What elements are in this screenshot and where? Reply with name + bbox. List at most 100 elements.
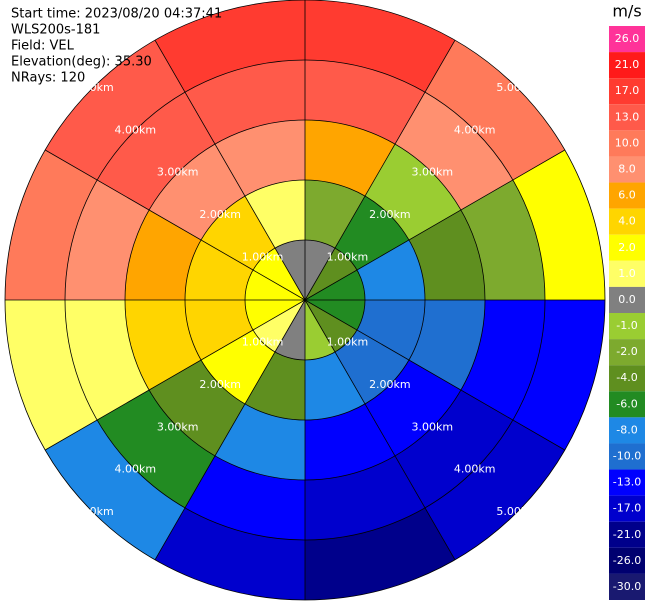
colorbar-label: 26.0: [615, 32, 640, 45]
gate: [305, 455, 425, 540]
gate: [97, 92, 215, 210]
colorbar-label: -10.0: [613, 450, 641, 463]
spoke: [304, 149, 566, 301]
gate: [305, 240, 335, 300]
gate: [5, 150, 98, 300]
colorbar-label: -13.0: [613, 476, 641, 489]
colorbar-swatch: [609, 234, 645, 261]
colorbar-swatch: [609, 208, 645, 235]
header-line: Elevation(deg): 35.30: [11, 55, 152, 70]
colorbar-label: 2.0: [618, 241, 636, 254]
gate: [425, 40, 565, 180]
gate: [305, 248, 357, 300]
spoke: [304, 299, 566, 451]
range-ring: [244, 239, 366, 361]
colorbar-swatch: [609, 573, 645, 600]
range-ring-label: 5.00km: [496, 81, 538, 94]
range-ring-label: 2.00km: [199, 208, 241, 221]
colorbar-swatch: [609, 52, 645, 79]
range-ring-label: 4.00km: [454, 123, 496, 136]
range-ring: [184, 179, 426, 421]
colorbar-label: -6.0: [616, 397, 637, 410]
gate: [408, 300, 485, 390]
gate: [305, 0, 455, 93]
range-ring-label: 1.00km: [242, 251, 284, 264]
spoke: [44, 149, 306, 301]
spoke: [154, 299, 306, 561]
colorbar-label: 21.0: [615, 58, 640, 71]
range-ring: [124, 119, 486, 481]
range-ring-label: 2.00km: [369, 378, 411, 391]
colorbar-swatch: [609, 286, 645, 313]
gate: [395, 92, 513, 210]
gate: [185, 455, 305, 540]
colorbar-label: 6.0: [618, 189, 636, 202]
colorbar-label: 13.0: [615, 110, 640, 123]
velocity-field: [5, 0, 605, 600]
colorbar-label: -8.0: [616, 423, 637, 436]
colorbar-label: 8.0: [618, 163, 636, 176]
range-ring-label: 3.00km: [411, 420, 453, 433]
gate: [245, 270, 305, 300]
gate: [215, 403, 305, 480]
spoke: [304, 39, 456, 301]
gate: [185, 300, 254, 360]
range-ring-label: 3.00km: [411, 166, 453, 179]
range-ring-label: 5.00km: [496, 505, 538, 518]
gate: [5, 300, 98, 450]
gate: [125, 300, 202, 390]
colorbar-swatch: [609, 260, 645, 287]
gate: [97, 390, 215, 508]
gate: [460, 300, 545, 420]
colorbar-swatch: [609, 443, 645, 470]
colorbar-swatch: [609, 130, 645, 157]
header-line: Start time: 2023/08/20 04:37:41: [11, 7, 222, 22]
range-ring: [4, 0, 606, 601]
range-ring-label: 1.00km: [327, 335, 369, 348]
gate: [305, 120, 395, 197]
colorbar-swatch: [609, 521, 645, 548]
gate: [201, 330, 275, 404]
colorbar-swatch: [609, 182, 645, 209]
gate: [185, 60, 305, 145]
gate: [305, 403, 395, 480]
gate: [275, 300, 305, 360]
gate: [305, 60, 425, 145]
colorbar-swatch: [609, 365, 645, 392]
gate: [305, 300, 365, 330]
colorbar-swatch: [609, 547, 645, 574]
range-ring-label: 2.00km: [199, 378, 241, 391]
gate: [149, 360, 245, 456]
colorbar-swatch: [609, 495, 645, 522]
range-ring-label: 3.00km: [157, 420, 199, 433]
colorbar-swatch: [609, 104, 645, 131]
gate: [185, 240, 254, 300]
gate: [335, 330, 409, 404]
colorbar-swatch: [609, 417, 645, 444]
gate: [215, 120, 305, 197]
gate: [425, 420, 565, 560]
colorbar-label: -4.0: [616, 371, 637, 384]
gate: [253, 300, 305, 352]
range-ring: [64, 59, 546, 541]
colorbar-label: 0.0: [618, 293, 636, 306]
gate: [305, 300, 357, 352]
gate: [155, 507, 305, 600]
range-ring-label: 4.00km: [115, 463, 157, 476]
range-ring-label: 5.00km: [72, 81, 114, 94]
colorbar-label: -2.0: [616, 345, 637, 358]
range-ring-label: 2.00km: [369, 208, 411, 221]
colorbar-label: 4.0: [618, 215, 636, 228]
gate: [65, 180, 150, 300]
header-line: WLS200s-181: [11, 23, 100, 38]
spoke: [154, 39, 306, 301]
colorbar-label: 1.0: [618, 267, 636, 280]
colorbar-swatch: [609, 156, 645, 183]
gate: [245, 351, 305, 420]
gate: [356, 240, 425, 300]
colorbar-swatch: [609, 78, 645, 105]
gate: [512, 150, 605, 300]
range-ring-label: 3.00km: [157, 166, 199, 179]
gate: [335, 196, 409, 270]
